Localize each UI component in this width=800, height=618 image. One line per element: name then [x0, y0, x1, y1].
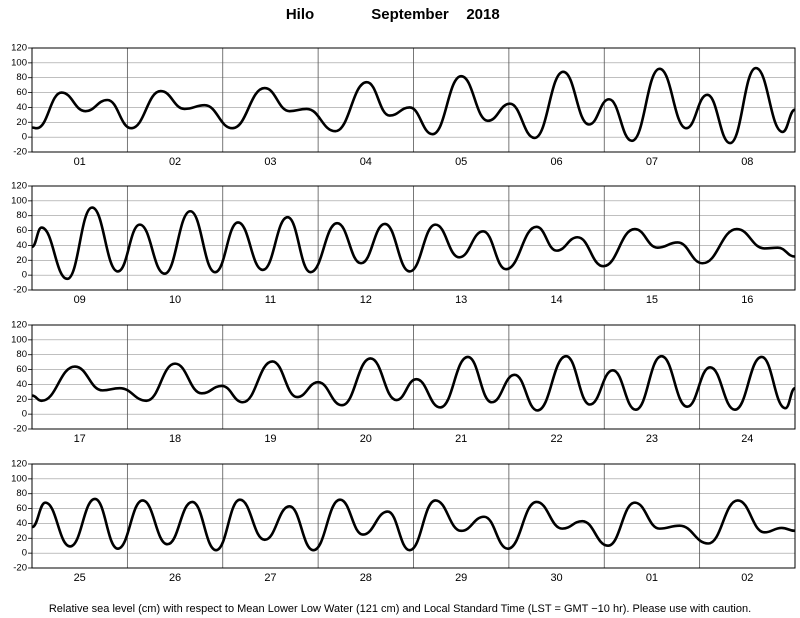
day-label: 18 — [169, 433, 181, 445]
day-label: 27 — [264, 572, 276, 584]
y-tick-label: 100 — [11, 334, 27, 345]
day-label: 28 — [360, 572, 372, 584]
panel: -20 0 20 40 60 80 100 120 17 18 19 20 21 22 23 24 — [11, 320, 796, 445]
day-label: 05 — [455, 156, 467, 168]
day-label: 08 — [741, 156, 753, 168]
panel-frame — [31, 47, 796, 153]
day-label: 07 — [646, 156, 658, 168]
y-tick-label: 120 — [11, 181, 27, 192]
panel: -20 0 20 40 60 80 100 120 25 26 27 28 29 30 01 02 — [11, 459, 796, 584]
plot-area — [32, 497, 795, 552]
day-label: 15 — [646, 294, 658, 306]
y-tick-label: 80 — [16, 72, 27, 83]
y-tick-label: 0 — [22, 409, 27, 420]
y-tick-label: 40 — [16, 518, 27, 529]
day-label: 25 — [74, 572, 86, 584]
panel: -20 0 20 40 60 80 100 120 01 02 03 04 05 06 07 08 — [11, 43, 796, 168]
plot-area — [32, 354, 795, 412]
y-tick-label: 60 — [16, 87, 27, 98]
day-label: 13 — [455, 294, 467, 306]
y-tick-label: 40 — [16, 240, 27, 251]
day-label: 30 — [550, 572, 562, 584]
day-label: 12 — [360, 294, 372, 306]
y-tick-label: 0 — [22, 270, 27, 281]
day-label: 09 — [74, 294, 86, 306]
plot-area — [32, 206, 795, 281]
y-tick-label: 0 — [22, 548, 27, 559]
y-tick-label: 40 — [16, 102, 27, 113]
day-label: 11 — [265, 294, 276, 306]
sea-level-line — [32, 497, 795, 552]
y-tick-label: 80 — [16, 349, 27, 360]
y-tick-label: -20 — [13, 147, 27, 158]
footnote: Relative sea level (cm) with respect to … — [49, 603, 751, 615]
day-label: 21 — [455, 433, 467, 445]
day-label: 29 — [455, 572, 467, 584]
day-label: 04 — [360, 156, 372, 168]
day-label: 01 — [646, 572, 658, 584]
sea-level-line — [32, 354, 795, 412]
plot-area — [32, 66, 795, 145]
y-tick-label: 20 — [16, 255, 27, 266]
y-tick-label: 0 — [22, 132, 27, 143]
sea-level-line — [32, 206, 795, 281]
panel-frame — [31, 463, 796, 569]
y-tick-label: 100 — [11, 195, 27, 206]
panel-frame — [31, 324, 796, 430]
y-tick-label: 80 — [16, 210, 27, 221]
day-label: 19 — [264, 433, 276, 445]
y-tick-label: 60 — [16, 225, 27, 236]
y-tick-label: 20 — [16, 533, 27, 544]
day-label: 17 — [74, 433, 86, 445]
day-label: 14 — [550, 294, 562, 306]
y-tick-label: 120 — [11, 43, 27, 54]
day-label: 26 — [169, 572, 181, 584]
day-label: 20 — [360, 433, 372, 445]
day-label: 10 — [169, 294, 181, 306]
day-label: 06 — [550, 156, 562, 168]
y-tick-label: 20 — [16, 394, 27, 405]
y-tick-label: 120 — [11, 459, 27, 470]
day-label: 23 — [646, 433, 658, 445]
y-tick-label: 80 — [16, 488, 27, 499]
day-label: 22 — [550, 433, 562, 445]
day-label: 01 — [74, 156, 86, 168]
panel-frame — [31, 185, 796, 291]
panel: -20 0 20 40 60 80 100 120 09 10 11 12 13 14 15 16 — [11, 181, 796, 306]
y-tick-label: 100 — [11, 473, 27, 484]
y-tick-label: 60 — [16, 503, 27, 514]
y-tick-label: -20 — [13, 285, 27, 296]
y-tick-label: -20 — [13, 424, 27, 435]
y-tick-label: 120 — [11, 320, 27, 331]
station-title: Hilo — [286, 6, 314, 23]
y-tick-label: -20 — [13, 563, 27, 574]
y-tick-label: 60 — [16, 364, 27, 375]
year-title: 2018 — [466, 6, 499, 23]
sea-level-line — [32, 66, 795, 145]
y-tick-label: 20 — [16, 117, 27, 128]
day-label: 16 — [741, 294, 753, 306]
y-tick-label: 40 — [16, 379, 27, 390]
day-label: 24 — [741, 433, 753, 445]
day-label: 02 — [741, 572, 753, 584]
day-label: 02 — [169, 156, 181, 168]
day-label: 03 — [264, 156, 276, 168]
month-title: September — [371, 6, 449, 23]
y-tick-label: 100 — [11, 57, 27, 68]
